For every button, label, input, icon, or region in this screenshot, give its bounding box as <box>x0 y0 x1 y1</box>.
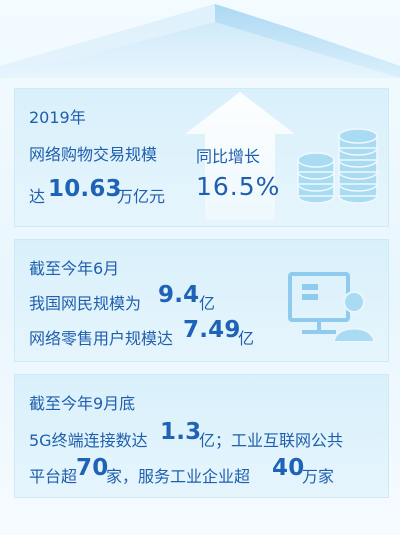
shoppers-prefix: 网络零售用户规模达 <box>29 329 174 348</box>
line2-value2: 40 <box>272 455 305 481</box>
computer-user-icon <box>288 272 376 343</box>
section1-amount-prefix: 达 <box>29 187 46 206</box>
shoppers-value: 7.49 <box>183 317 241 343</box>
panel-5g-industry <box>14 374 389 498</box>
section1-title: 网络购物交易规模 <box>29 145 158 164</box>
netizen-prefix: 我国网民规模为 <box>29 294 142 313</box>
netizen-value: 9.4 <box>158 282 200 308</box>
growth-value: 16.5% <box>196 172 281 201</box>
line2-suffix: 万家 <box>302 467 335 486</box>
line2-mid: 家，服务工业企业超 <box>106 467 251 486</box>
growth-label: 同比增长 <box>196 147 261 166</box>
section3-date: 截至今年9月底 <box>29 394 136 413</box>
line2-value: 70 <box>76 455 109 481</box>
line1-prefix: 5G终端连接数达 <box>29 431 148 450</box>
line1-value: 1.3 <box>160 419 202 445</box>
top-arrow-decoration <box>0 4 400 78</box>
panel-netizens <box>14 239 389 362</box>
section1-amount-value: 10.63 <box>48 176 122 202</box>
line1-suffix: 亿；工业互联网公共 <box>199 431 344 450</box>
section1-year: 2019年 <box>29 108 86 127</box>
up-arrow-icon <box>185 92 295 220</box>
coin-stack-icon <box>297 128 378 204</box>
line2-prefix: 平台超 <box>29 467 78 486</box>
section1-amount-unit: 万亿元 <box>117 187 166 206</box>
section2-date: 截至今年6月 <box>29 259 120 278</box>
shoppers-unit: 亿 <box>238 329 255 348</box>
netizen-unit: 亿 <box>199 294 216 313</box>
